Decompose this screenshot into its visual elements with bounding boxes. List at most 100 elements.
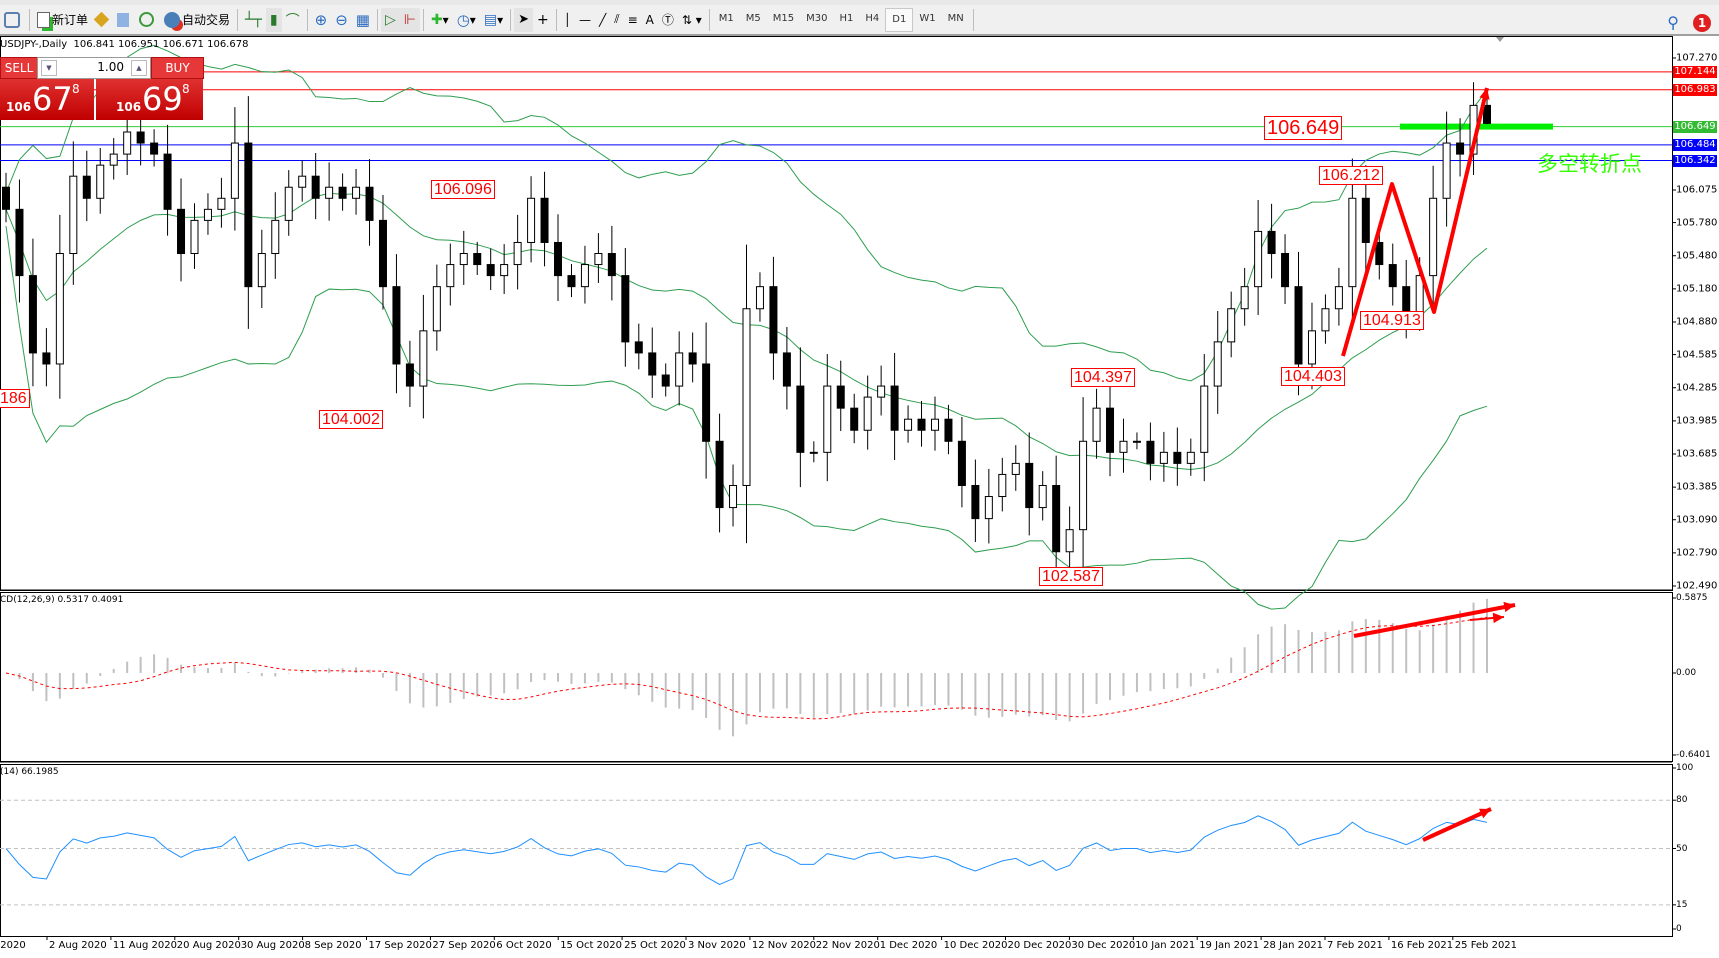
sell-price-box[interactable]: 106 67 8 — [0, 79, 94, 120]
price-annotation: 102.587 — [1039, 567, 1103, 586]
timeframe-d1[interactable]: D1 — [885, 7, 914, 32]
chart-shift-button[interactable]: ⊩ — [399, 7, 420, 32]
timeframe-mn[interactable]: MN — [947, 12, 964, 24]
bar-chart-icon: ┴┬ — [245, 11, 262, 28]
trendline-icon: ╱ — [598, 12, 607, 27]
candle-body — [1254, 230, 1263, 288]
line-chart-icon: ⌒ — [285, 12, 300, 29]
zoom-in-button[interactable]: ⊕ — [311, 8, 332, 32]
price-axis-label: 103.385 — [1676, 481, 1718, 493]
timeframe-m15[interactable]: M15 — [772, 12, 795, 24]
channel-button[interactable]: ⫽ — [610, 8, 623, 32]
candle-body — [850, 407, 859, 431]
candle-body — [1348, 197, 1357, 288]
candle-body — [1092, 407, 1101, 442]
trendline-button[interactable]: ╱ — [595, 8, 610, 32]
price-annotation: 106.096 — [431, 180, 495, 199]
tile-icon: ▦ — [355, 10, 370, 29]
bar-chart-button[interactable]: ┴┬ — [241, 8, 266, 32]
price-axis-label: 103.090 — [1676, 514, 1718, 526]
candle-body — [69, 175, 78, 255]
candle-body — [42, 352, 51, 365]
crosshair-button[interactable]: + — [533, 8, 553, 32]
level-tag: 106.649 — [1673, 120, 1717, 133]
sell-button[interactable]: SELL — [0, 57, 38, 79]
candle-body — [796, 385, 805, 453]
date-axis-label: 30 Aug 2020 — [240, 940, 305, 951]
horizontal-line-button[interactable]: — — [575, 8, 595, 32]
indicators-button[interactable]: ✚ ▾ — [427, 8, 453, 32]
candle-body — [1321, 308, 1330, 332]
new-order-label: 新订单 — [52, 13, 89, 27]
date-axis-label: 27 Sep 2020 — [432, 940, 496, 951]
separator — [306, 8, 308, 31]
vertical-line-button[interactable]: │ — [560, 8, 575, 32]
date-axis-label: 8 Sep 2020 — [304, 940, 362, 951]
buy-button[interactable]: BUY — [151, 57, 204, 79]
candle-body — [1119, 440, 1128, 453]
text-label-button[interactable]: Ⓣ — [658, 8, 678, 32]
pivot-text: 多空转折点 — [1537, 153, 1642, 176]
zoom-chart-button[interactable] — [0, 8, 26, 32]
timeframe-m30[interactable]: M30 — [806, 12, 828, 24]
periods-button[interactable]: ◷ ▾ — [453, 8, 480, 32]
text-button[interactable]: A — [642, 8, 658, 32]
auto-trading-button[interactable]: 自动交易 — [160, 8, 234, 32]
terminal-button[interactable] — [113, 8, 135, 32]
zoom-out-button[interactable]: ⊖ — [331, 8, 352, 32]
timeframe-h1[interactable]: H1 — [839, 12, 854, 24]
cursor-button[interactable]: ➤ — [514, 7, 533, 32]
price-axis-label: 105.180 — [1676, 283, 1718, 295]
timeframe-w1[interactable]: W1 — [919, 12, 936, 24]
date-axis-label: 20 Dec 2020 — [1007, 940, 1072, 951]
templates-button[interactable]: ▤ ▾ — [480, 8, 507, 32]
candle-body — [352, 186, 361, 199]
candle-body — [877, 385, 886, 398]
price-axis-label: 107.270 — [1676, 52, 1718, 64]
timeframe-h4[interactable]: H4 — [865, 12, 880, 24]
new-order-button[interactable]: 新订单 — [33, 8, 92, 32]
macd-signal-arrow-head-icon — [1492, 612, 1504, 624]
price-axis-label: 105.480 — [1676, 250, 1718, 262]
signals-button[interactable] — [135, 8, 160, 32]
price-annotation: 104.913 — [1360, 311, 1424, 330]
candle-body — [755, 286, 764, 310]
candle-body — [984, 496, 993, 520]
line-chart-button[interactable]: ⌒ — [282, 8, 304, 32]
rsi-axis-label: 15 — [1676, 899, 1688, 910]
ohlc-values: 106.841 106.951 106.671 106.678 — [73, 39, 249, 50]
bollinger-upper — [5, 44, 1488, 382]
price-axis-label: 105.780 — [1676, 217, 1718, 229]
candle-body — [513, 241, 522, 266]
signal-icon — [139, 12, 155, 27]
notification-badge[interactable]: 1 — [1693, 13, 1711, 32]
separator — [555, 8, 557, 31]
crosshair-icon: + — [537, 11, 549, 28]
arrows-button[interactable]: ⇅ ▾ — [678, 8, 706, 32]
search-icon[interactable]: ⚲ — [1667, 13, 1679, 32]
lot-size-input[interactable]: ▼ 1.00 ▲ — [37, 57, 151, 79]
lot-decrease-icon[interactable]: ▼ — [41, 60, 57, 76]
candle-body — [473, 253, 482, 266]
tile-windows-button[interactable]: ▦ — [352, 8, 374, 32]
candle-body — [486, 264, 495, 277]
candle-body — [540, 197, 549, 243]
candle-body — [527, 197, 536, 243]
candle-body — [123, 131, 132, 155]
level-tag: 106.983 — [1673, 83, 1717, 96]
candle-body — [392, 286, 401, 365]
lot-increase-icon[interactable]: ▲ — [131, 60, 147, 76]
price-axis-label: 106.075 — [1676, 184, 1718, 196]
buy-price-box[interactable]: 106 69 8 — [96, 79, 203, 120]
level-tag: 106.342 — [1673, 154, 1717, 167]
candle-chart-button[interactable]: ▮ — [265, 7, 282, 32]
auto-scroll-button[interactable]: ▷ — [380, 7, 400, 32]
date-axis-label: 16 Feb 2021 — [1390, 940, 1454, 951]
timeframe-m5[interactable]: M5 — [745, 12, 761, 24]
template-icon: ▤ — [483, 11, 498, 28]
rsi-axis-label: 80 — [1676, 795, 1688, 806]
timeframe-m1[interactable]: M1 — [718, 12, 734, 24]
chart-shift-icon: ⊩ — [403, 11, 416, 28]
fibonacci-button[interactable]: ≡ — [624, 8, 642, 32]
